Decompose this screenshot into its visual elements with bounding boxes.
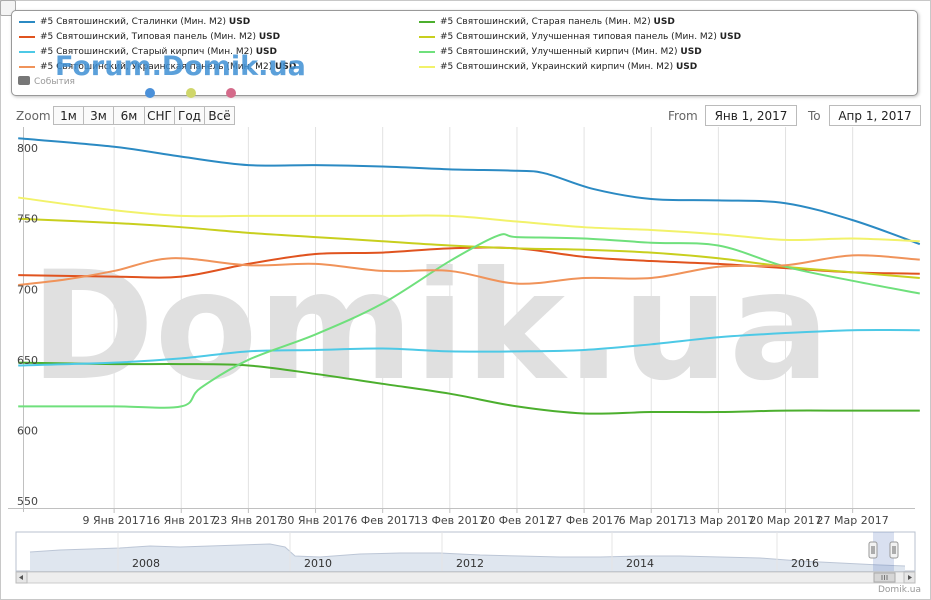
legend-series-name: #5 Святошинский, Старый кирпич (Мин. М2) <box>40 47 256 57</box>
zoom-button-6[interactable]: Всё <box>204 106 235 125</box>
zoom-label: Zoom <box>16 109 51 123</box>
events-label: События <box>34 77 75 87</box>
scroll-left-arrow-icon <box>19 575 23 580</box>
zoom-button-3[interactable]: 6м <box>113 106 145 125</box>
x-tick-label-9: 6 Мар 2017 <box>619 514 684 527</box>
legend-series-name: #5 Святошинский, Украинский кирпич (Мин.… <box>440 62 676 72</box>
series-line-8[interactable] <box>18 196 920 243</box>
x-tick-label-4: 30 Янв 2017 <box>280 514 350 527</box>
navigator-handle-right[interactable] <box>889 541 899 559</box>
legend-swatch <box>19 21 35 23</box>
x-tick-label-10: 13 Мар 2017 <box>682 514 754 527</box>
navigator-handle-left[interactable] <box>868 541 878 559</box>
x-tick-label-11: 20 Мар 2017 <box>749 514 821 527</box>
logo-dot-blue <box>145 88 155 98</box>
series-line-1[interactable] <box>18 137 921 246</box>
legend-series-name: #5 Святошинский, Типовая панель (Мин. М2… <box>40 32 259 42</box>
series-line-7[interactable] <box>18 254 920 287</box>
forum-logo-watermark: Forum.Domik.ua <box>55 51 306 82</box>
events-swatch <box>18 76 30 85</box>
zoom-button-4[interactable]: СНГ <box>144 106 175 125</box>
y-tick-label-600: 600 <box>17 424 38 437</box>
legend-swatch <box>19 66 35 68</box>
legend-currency: USD <box>680 47 702 57</box>
to-label: To <box>808 109 821 123</box>
to-date-input[interactable]: Апр 1, 2017 <box>829 105 921 126</box>
legend-swatch <box>419 66 435 68</box>
legend-swatch <box>19 51 35 53</box>
navigator-year-label-5: 2016 <box>791 557 819 570</box>
x-tick-label-6: 13 Фев 2017 <box>414 514 486 527</box>
scroll-right-arrow-icon <box>908 575 912 580</box>
legend-swatch <box>419 21 435 23</box>
from-date-input[interactable]: Янв 1, 2017 <box>705 105 797 126</box>
legend-currency: USD <box>653 17 675 27</box>
domik-watermark: Domik.ua <box>30 240 830 414</box>
legend-currency: USD <box>255 47 277 57</box>
series-line-5[interactable] <box>18 328 920 367</box>
y-tick-label-800: 800 <box>17 142 38 155</box>
legend-currency: USD <box>675 62 698 72</box>
legend-currency: USD <box>258 32 281 42</box>
y-tick-label-550: 550 <box>17 495 38 508</box>
scrollbar-track[interactable] <box>15 571 916 584</box>
navigator-line <box>29 543 906 567</box>
legend-series-name: #5 Святошинский, Сталинки (Мин. М2) <box>40 17 229 27</box>
navigator-selection[interactable] <box>873 532 894 571</box>
x-tick-label-7: 20 Фев 2017 <box>481 514 553 527</box>
zoom-button-2[interactable]: 3м <box>83 106 114 125</box>
legend-label: #5 Святошинский, Типовая панель (Мин. М2… <box>40 30 280 44</box>
credits-link[interactable]: Domik.ua <box>878 585 921 595</box>
legend-series-name: #5 Святошинский, Улучшенный кирпич (Мин.… <box>440 47 681 57</box>
navigator-area <box>30 544 905 571</box>
y-tick-label-750: 750 <box>17 213 38 226</box>
x-tick-label-2: 16 Янв 2017 <box>146 514 216 527</box>
legend-box: #5 Святошинский, Сталинки (Мин. М2) USD #… <box>11 10 918 96</box>
legend-events-item[interactable]: События <box>18 75 75 89</box>
logo-dot-yellow <box>186 88 196 98</box>
legend-label: #5 Святошинский, Сталинки (Мин. М2) USD <box>40 15 250 29</box>
legend-swatch <box>19 36 35 38</box>
legend-swatch <box>419 36 435 38</box>
legend-label: #5 Святошинский, Улучшенная типовая пане… <box>440 30 741 44</box>
y-tick-label-700: 700 <box>17 283 38 296</box>
legend-series-name: #5 Святошинский, Улучшенная типовая пане… <box>440 32 720 42</box>
y-tick-label-650: 650 <box>17 354 38 367</box>
legend-series-name: #5 Святошинский, Старая панель (Мин. М2) <box>440 17 654 27</box>
x-tick-label-5: 6 Фев 2017 <box>350 514 415 527</box>
x-tick-label-12: 27 Мар 2017 <box>817 514 889 527</box>
navigator-year-label-4: 2014 <box>626 557 654 570</box>
legend-swatch <box>419 51 435 53</box>
series-line-6[interactable] <box>18 233 920 409</box>
from-label: From <box>668 109 698 123</box>
navigator-year-label-1: 2008 <box>132 557 160 570</box>
x-tick-label-3: 23 Янв 2017 <box>213 514 283 527</box>
legend-label: #5 Святошинский, Улучшенный кирпич (Мин.… <box>440 45 702 59</box>
navigator-year-label-2: 2010 <box>304 557 332 570</box>
legend-label: #5 Святошинский, Украинская панель (Мин.… <box>40 60 296 74</box>
x-tick-label-8: 27 Фев 2017 <box>548 514 620 527</box>
zoom-button-1[interactable]: 1м <box>53 106 84 125</box>
logo-dot-pink <box>226 88 236 98</box>
legend-currency: USD <box>275 62 297 72</box>
series-group <box>18 137 921 415</box>
legend-series-name: #5 Святошинский, Украинская панель (Мин.… <box>40 62 276 72</box>
legend-currency: USD <box>228 17 251 27</box>
x-tick-label-1: 9 Янв 2017 <box>82 514 145 527</box>
legend-label: #5 Святошинский, Старый кирпич (Мин. М2)… <box>40 45 277 59</box>
series-line-2[interactable] <box>18 361 920 415</box>
navigator-year-label-3: 2012 <box>456 557 484 570</box>
legend-label: #5 Святошинский, Украинский кирпич (Мин.… <box>440 60 697 74</box>
zoom-button-5[interactable]: Год <box>174 106 205 125</box>
legend-label: #5 Святошинский, Старая панель (Мин. М2)… <box>440 15 675 29</box>
legend-currency: USD <box>719 32 742 42</box>
